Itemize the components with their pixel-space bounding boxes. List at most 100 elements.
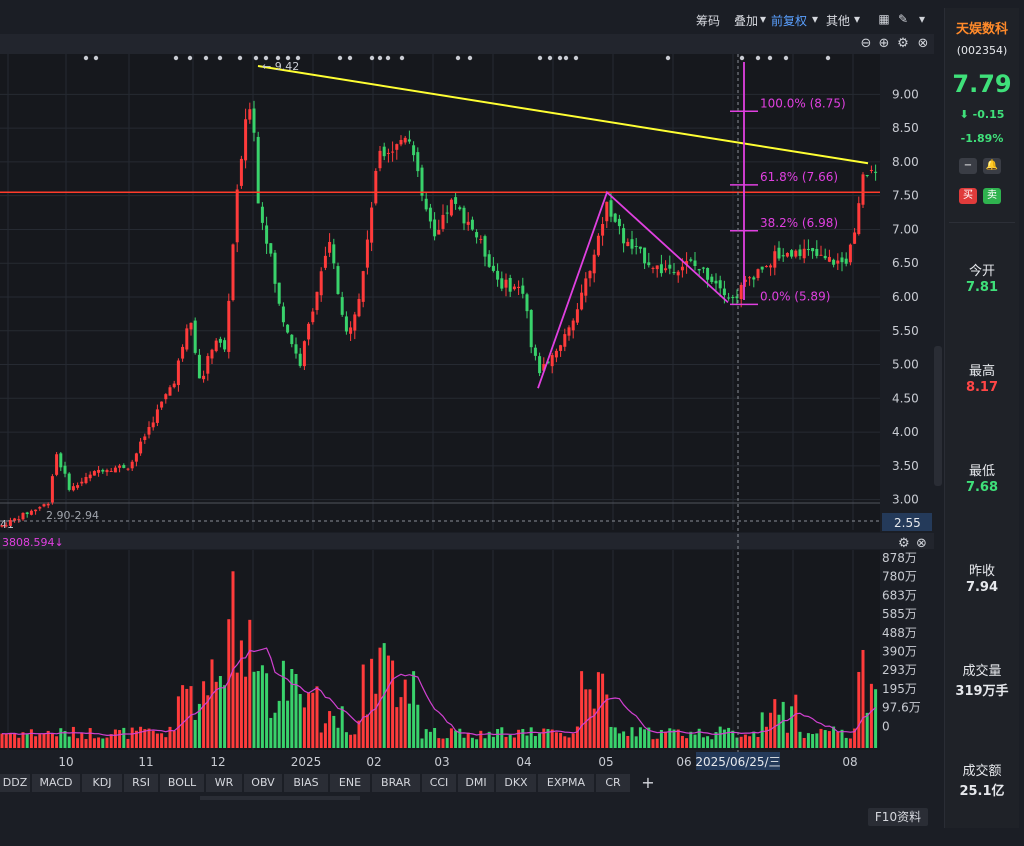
tab-dmi[interactable]: DMI xyxy=(458,774,495,792)
bell-icon[interactable]: 🔔 xyxy=(983,158,1001,174)
price-tick-label: 4.50 xyxy=(892,391,919,405)
volume-bar xyxy=(336,727,340,748)
volume-bar xyxy=(668,728,672,748)
sell-button[interactable]: 卖 xyxy=(983,188,1001,204)
volume-bar xyxy=(491,736,495,748)
tab-boll[interactable]: BOLL xyxy=(160,774,205,792)
tab-obv[interactable]: OBV xyxy=(244,774,283,792)
fib-level-label: 61.8% (7.66) xyxy=(760,170,838,184)
candle-body xyxy=(865,174,869,176)
stat-label: 最低 xyxy=(968,464,995,479)
draw-pen-icon[interactable]: ✎ xyxy=(897,12,909,26)
tab-macd[interactable]: MACD xyxy=(32,774,81,792)
time-axis-label: 12 xyxy=(210,755,225,769)
volume-bar xyxy=(865,712,869,748)
settings-gear-icon[interactable]: ⚙ xyxy=(897,36,909,51)
volume-bar xyxy=(42,733,46,748)
tab-kdj[interactable]: KDJ xyxy=(82,774,123,792)
tab-ene[interactable]: ENE xyxy=(330,774,371,792)
grid-layout-icon[interactable]: ▦ xyxy=(878,12,890,26)
volume-bar xyxy=(613,727,617,748)
volume-bar xyxy=(827,731,831,748)
volume-tick-label: 488万 xyxy=(882,626,917,640)
candle-body xyxy=(13,518,17,521)
more-chevron-icon[interactable]: ▾ xyxy=(918,12,926,26)
candle-body xyxy=(584,278,588,296)
zoom-in-icon[interactable]: ⊕ xyxy=(878,36,890,51)
candle-body xyxy=(0,525,4,527)
volume-bar xyxy=(617,733,621,748)
tab-wr[interactable]: WR xyxy=(206,774,243,792)
time-axis-label: 2025 xyxy=(291,755,322,769)
candle-body xyxy=(626,241,630,247)
stat-value: 7.94 xyxy=(965,580,999,595)
volume-tick-label: 585万 xyxy=(882,607,917,621)
volume-bar xyxy=(466,732,470,748)
volume-bar xyxy=(437,738,441,748)
fib-level-label: 0.0% (5.89) xyxy=(760,289,830,303)
candle-body xyxy=(592,254,596,274)
tab-expma[interactable]: EXPMA xyxy=(538,774,595,792)
candle-body xyxy=(483,236,487,257)
collapse-panel-handle[interactable] xyxy=(934,346,942,486)
candle-body xyxy=(168,387,172,396)
volume-bar xyxy=(462,737,466,748)
candle-body xyxy=(311,311,315,323)
tab-ddz[interactable]: DDZ xyxy=(0,774,31,792)
overlay-chevron-icon[interactable]: ▾ xyxy=(760,12,767,26)
zoom-out-icon[interactable]: ⊖ xyxy=(860,36,872,51)
candle-body xyxy=(441,214,445,229)
candle-body xyxy=(8,520,12,526)
tab-rsi[interactable]: RSI xyxy=(124,774,159,792)
candle-body xyxy=(781,255,785,257)
candle-body xyxy=(634,246,638,248)
volume-bar xyxy=(202,681,206,748)
volume-bar xyxy=(97,737,101,748)
overlay-menu[interactable]: 叠加 xyxy=(734,14,759,28)
event-marker-dot xyxy=(217,55,223,61)
candle-body xyxy=(727,297,731,299)
tab-cr[interactable]: CR xyxy=(596,774,631,792)
adjust-chevron-icon[interactable]: ▾ xyxy=(812,12,819,26)
volume-bar xyxy=(672,729,676,748)
candle-body xyxy=(92,471,96,476)
chips-menu[interactable]: 筹码 xyxy=(696,14,721,28)
candle-body xyxy=(794,250,798,257)
add-indicator-icon[interactable]: + xyxy=(638,774,659,792)
tab-bias[interactable]: BIAS xyxy=(284,774,329,792)
f10-info-button[interactable]: F10资料 xyxy=(868,808,928,826)
volume-bar xyxy=(71,726,75,748)
volume-bar xyxy=(420,738,424,748)
event-marker-dot xyxy=(187,55,193,61)
candle-body xyxy=(697,268,701,271)
volume-bar xyxy=(731,730,735,748)
low-range-label: 2.90-2.94 xyxy=(46,509,99,522)
volume-bar xyxy=(790,706,794,748)
candle-body xyxy=(197,354,201,379)
event-marker-dot xyxy=(285,55,291,61)
other-chevron-icon[interactable]: ▾ xyxy=(854,12,861,26)
candle-body xyxy=(613,213,617,222)
stock-name[interactable]: 天娱数科 xyxy=(955,22,1008,37)
tab-brar[interactable]: BRAR xyxy=(372,774,421,792)
close-icon[interactable]: ⊗ xyxy=(917,36,929,51)
time-axis-label: 02 xyxy=(366,755,381,769)
fib-level-label: 100.0% (8.75) xyxy=(760,96,846,110)
candle-body xyxy=(386,152,390,154)
kline-chart[interactable]: 3808.594↓ ⚙ ⊗ 9.00 8.50 8.00 7.50 7.00 6.50 6.00 5… xyxy=(0,0,934,800)
volume-bar xyxy=(118,730,122,748)
buy-button[interactable]: 买 xyxy=(959,188,977,204)
volume-bar xyxy=(676,729,680,748)
tab-cci[interactable]: CCI xyxy=(422,774,457,792)
volume-bar xyxy=(197,703,201,748)
candle-body xyxy=(248,109,252,120)
tab-dkx[interactable]: DKX xyxy=(496,774,537,792)
candle-body xyxy=(370,207,374,243)
candle-body xyxy=(269,243,273,254)
adjust-menu[interactable]: 前复权 xyxy=(771,14,808,28)
volume-tick-label: 195万 xyxy=(882,682,917,696)
volume-bar xyxy=(428,731,432,748)
other-menu[interactable]: 其他 xyxy=(826,14,851,28)
candle-body xyxy=(357,298,361,317)
minus-icon[interactable]: − xyxy=(959,158,977,174)
